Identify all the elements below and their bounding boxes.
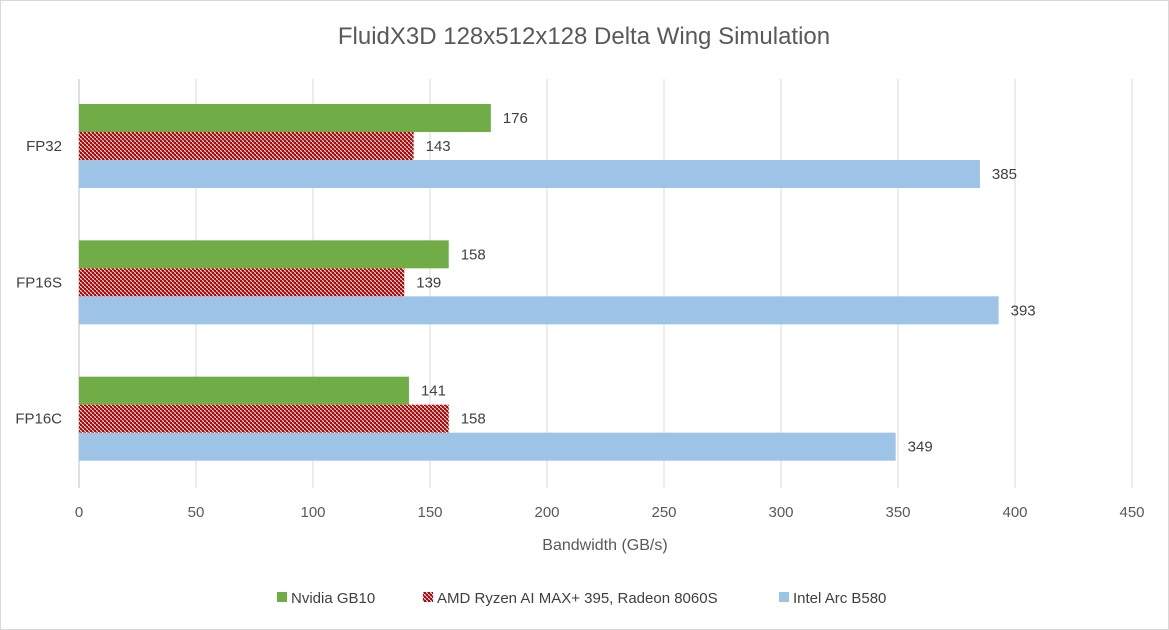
data-label: 158 <box>461 246 486 263</box>
bar <box>79 376 409 405</box>
x-axis-title: Bandwidth (GB/s) <box>542 537 667 554</box>
data-label: 141 <box>421 383 446 400</box>
bar <box>79 296 999 325</box>
x-axis-ticks: 0 50 100 150 200 250 300 350 400 450 <box>75 504 1145 521</box>
data-label: 143 <box>426 138 451 155</box>
chart-title: FluidX3D 128x512x128 Delta Wing Simulati… <box>338 23 830 50</box>
bar <box>79 132 414 160</box>
x-tick-label: 200 <box>534 504 559 521</box>
y-axis-categories: FP32 FP16S FP16C <box>15 138 62 428</box>
legend-swatch <box>277 592 287 602</box>
data-label: 393 <box>1011 302 1036 319</box>
x-tick-label: 250 <box>651 504 676 521</box>
bar <box>79 268 405 297</box>
x-tick-label: 150 <box>417 504 442 521</box>
legend: Nvidia GB10 AMD Ryzen AI MAX+ 395, Radeon… <box>277 590 886 607</box>
data-label: 158 <box>461 411 486 428</box>
x-tick-label: 300 <box>768 504 793 521</box>
legend-swatch <box>423 592 433 602</box>
legend-swatch <box>779 592 789 602</box>
x-tick-label: 0 <box>75 504 83 521</box>
bar <box>79 160 980 188</box>
x-tick-label: 100 <box>300 504 325 521</box>
bar <box>79 104 491 132</box>
category-label: FP32 <box>26 138 62 155</box>
legend-label: AMD Ryzen AI MAX+ 395, Radeon 8060S <box>437 590 718 607</box>
bar <box>79 404 449 433</box>
bar <box>79 432 896 461</box>
bar <box>79 240 449 269</box>
x-tick-label: 350 <box>885 504 910 521</box>
x-tick-label: 50 <box>188 504 205 521</box>
legend-label: Intel Arc B580 <box>793 590 886 607</box>
data-label: 385 <box>992 166 1017 183</box>
data-label: 349 <box>908 439 933 456</box>
bars: 176 143 385 158 139 393 141 158 349 <box>79 104 1036 461</box>
category-label: FP16S <box>16 274 62 291</box>
category-label: FP16C <box>15 411 62 428</box>
x-tick-label: 450 <box>1119 504 1144 521</box>
data-label: 139 <box>416 274 441 291</box>
x-tick-label: 400 <box>1002 504 1027 521</box>
data-label: 176 <box>503 110 528 127</box>
legend-label: Nvidia GB10 <box>291 590 375 607</box>
